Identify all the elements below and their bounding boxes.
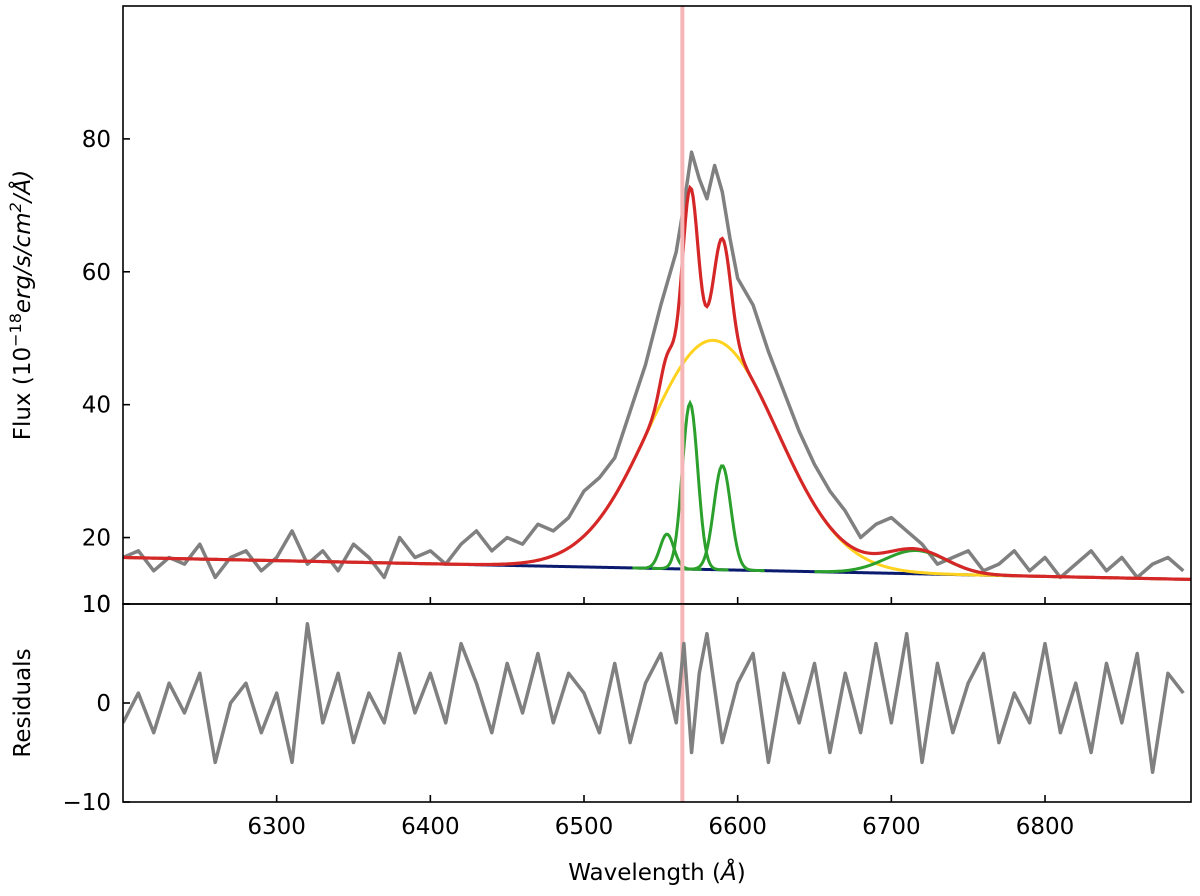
x-tick-label: 6800 xyxy=(1016,814,1075,840)
residuals-frame xyxy=(122,603,1192,803)
residuals-panel: −10 0 10 6300 6400 6500 6600 6700 6800 Residual… xyxy=(10,592,1192,886)
x-tick-label: 6400 xyxy=(401,814,460,840)
x-tick-label: 6600 xyxy=(708,814,767,840)
residuals-y-tick-label: 0 xyxy=(96,691,111,717)
main-y-tick-label: 20 xyxy=(82,526,111,552)
main-y-tick-label: 80 xyxy=(82,127,111,153)
main-plot-area xyxy=(123,6,1191,604)
x-tick-label: 6300 xyxy=(247,814,306,840)
main-y-tick-label: 40 xyxy=(82,393,111,419)
y-label-exponent: −18 xyxy=(6,313,25,347)
narrow-component-line-1 xyxy=(632,532,702,571)
residuals-y-label: Residuals xyxy=(10,648,36,757)
y-label-base: 10 xyxy=(10,347,36,376)
main-y-tick-label: 10 xyxy=(82,592,111,618)
narrow-component-line-2 xyxy=(651,399,729,572)
x-tick-label: 6500 xyxy=(555,814,614,840)
y-label-unit-tail: /Å) xyxy=(8,170,36,204)
residuals-y-tick-label: −10 xyxy=(62,790,111,816)
main-frame xyxy=(122,5,1192,605)
total-fit-line xyxy=(123,184,1191,582)
main-y-ticks: 10 20 40 60 80 xyxy=(82,127,130,618)
y-label-unit-exponent: 2 xyxy=(6,202,25,212)
y-axis-label: Flux (10−18erg/s/cm2/Å) xyxy=(6,170,36,441)
residuals-x-ticks: 6300 6400 6500 6600 6700 6800 xyxy=(247,795,1074,840)
main-y-tick-label: 60 xyxy=(82,260,111,286)
narrow-component-line-3 xyxy=(680,464,765,573)
x-label-close: ) xyxy=(737,860,746,886)
residuals-line xyxy=(123,622,1185,775)
y-label-unit: erg/s/cm xyxy=(10,212,36,313)
y-label-prefix: Flux ( xyxy=(10,376,36,440)
x-axis-label: Wavelength (Å) xyxy=(568,858,745,886)
main-x-ticks xyxy=(275,597,1046,604)
residuals-plot-area xyxy=(123,604,1185,802)
x-label-unit: Å xyxy=(719,858,737,886)
observed-spectrum-line xyxy=(123,150,1185,580)
residuals-y-tick-label: 10 xyxy=(82,592,111,618)
x-tick-label: 6700 xyxy=(862,814,921,840)
residuals-y-ticks: −10 0 10 xyxy=(62,592,130,816)
x-label-prefix: Wavelength ( xyxy=(568,860,721,886)
